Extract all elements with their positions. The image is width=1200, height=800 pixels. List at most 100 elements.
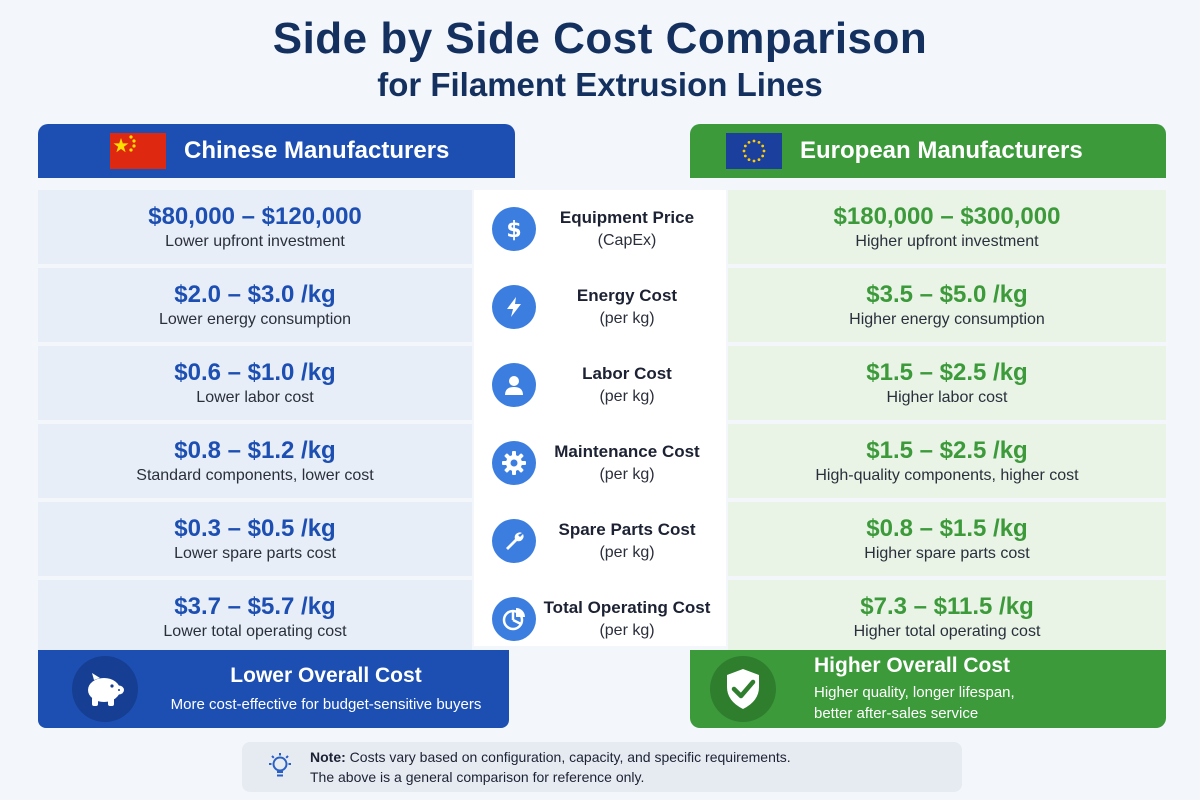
piggy-bank-icon	[72, 656, 138, 722]
cost-range: $0.6 – $1.0 /kg	[174, 359, 336, 386]
metric-label: Equipment Price	[559, 208, 695, 227]
cost-description: Higher labor cost	[886, 389, 1008, 406]
note-box: Note: Costs vary based on configuration,…	[242, 742, 962, 792]
cost-range: $2.0 – $3.0 /kg	[174, 281, 336, 308]
page-title: Side by Side Cost Comparison	[272, 14, 928, 63]
chinese-cost-row: $0.8 – $1.2 /kg Standard components, low…	[38, 424, 472, 498]
cost-description: Lower labor cost	[196, 389, 314, 406]
eu-flag-star	[757, 140, 761, 144]
european-summary-box: Higher Overall Cost Higher quality, long…	[690, 650, 1166, 728]
eu-flag-icon	[726, 133, 782, 169]
pie-chart-icon	[492, 597, 536, 641]
eu-flag-star	[747, 140, 751, 144]
summary-title: Higher Overall Cost	[814, 654, 1011, 677]
eu-flag-star	[742, 149, 746, 153]
metric-item: Maintenance Cost (per kg)	[474, 424, 726, 502]
cost-range: $180,000 – $300,000	[833, 203, 1061, 230]
metric-label: Energy Cost	[576, 286, 678, 305]
cost-description: Lower total operating cost	[163, 623, 347, 640]
eu-flag-star	[743, 144, 747, 148]
metric-item: Energy Cost (per kg)	[474, 268, 726, 346]
cost-description: Lower upfront investment	[165, 233, 345, 250]
metric-sublabel: (per kg)	[599, 622, 655, 639]
dollar-icon: $	[492, 207, 536, 251]
summary-description: Higher quality, longer lifespan, better …	[814, 682, 1015, 724]
cost-metric-column: $ Equipment Price (CapEx) Energy Cost (p…	[474, 190, 726, 646]
cost-description: Higher upfront investment	[855, 233, 1039, 250]
chinese-manufacturers-header: Chinese Manufacturers	[38, 124, 515, 178]
metric-sublabel: (per kg)	[599, 544, 655, 561]
cost-description: Standard components, lower cost	[136, 467, 374, 484]
metric-item: $ Equipment Price (CapEx)	[474, 190, 726, 268]
eu-flag-star	[752, 159, 756, 163]
cost-description: Higher energy consumption	[849, 311, 1045, 328]
cost-range: $3.7 – $5.7 /kg	[174, 593, 336, 620]
cost-description: High-quality components, higher cost	[815, 467, 1079, 484]
summary-description: More cost-effective for budget-sensitive…	[170, 695, 482, 713]
lightbulb-icon	[266, 752, 294, 782]
european-cost-row: $1.5 – $2.5 /kg High-quality components,…	[728, 424, 1166, 498]
summary-title: Lower Overall Cost	[230, 663, 422, 687]
page-subtitle: for Filament Extrusion Lines	[377, 66, 823, 103]
chinese-cost-column: $80,000 – $120,000 Lower upfront investm…	[38, 190, 472, 658]
shield-check-icon	[710, 656, 776, 722]
summary-description-line: better after-sales service	[814, 705, 979, 722]
eu-flag-star	[747, 158, 751, 162]
eu-flag-star	[762, 149, 766, 153]
chinese-manufacturers-title: Chinese Manufacturers	[184, 137, 450, 164]
european-cost-row: $0.8 – $1.5 /kg Higher spare parts cost	[728, 502, 1166, 576]
note-line: The above is a general comparison for re…	[310, 769, 645, 785]
european-cost-row: $180,000 – $300,000 Higher upfront inves…	[728, 190, 1166, 264]
cost-range: $1.5 – $2.5 /kg	[866, 437, 1028, 464]
china-flag-icon	[110, 133, 166, 169]
chinese-cost-row: $2.0 – $3.0 /kg Lower energy consumption	[38, 268, 472, 342]
note-label: Note:	[310, 749, 346, 765]
eu-flag-star	[761, 144, 765, 148]
metric-label: Total Operating Cost	[543, 598, 711, 617]
note-text: Note: Costs vary based on configuration,…	[310, 747, 791, 787]
cost-description: Higher total operating cost	[853, 623, 1041, 640]
cost-range: $3.5 – $5.0 /kg	[866, 281, 1028, 308]
metric-label: Spare Parts Cost	[558, 520, 696, 539]
cost-range: $0.8 – $1.2 /kg	[174, 437, 336, 464]
cost-range: $7.3 – $11.5 /kg	[860, 593, 1034, 620]
european-manufacturers-title: European Manufacturers	[800, 137, 1083, 164]
cost-range: $80,000 – $120,000	[148, 203, 362, 230]
metric-label: Labor Cost	[582, 364, 672, 383]
chinese-cost-row: $0.6 – $1.0 /kg Lower labor cost	[38, 346, 472, 420]
metric-sublabel: (per kg)	[599, 466, 655, 483]
wrench-icon	[492, 519, 536, 563]
lightning-icon	[492, 285, 536, 329]
metric-item: Spare Parts Cost (per kg)	[474, 502, 726, 580]
european-cost-row: $1.5 – $2.5 /kg Higher labor cost	[728, 346, 1166, 420]
chinese-summary-box: Lower Overall Cost More cost-effective f…	[38, 650, 509, 728]
chinese-cost-row: $3.7 – $5.7 /kg Lower total operating co…	[38, 580, 472, 654]
european-cost-row: $7.3 – $11.5 /kg Higher total operating …	[728, 580, 1166, 654]
gear-icon	[492, 441, 536, 485]
metric-sublabel: (CapEx)	[597, 232, 657, 249]
person-icon	[492, 363, 536, 407]
metric-label: Maintenance Cost	[554, 442, 700, 461]
metric-item: Labor Cost (per kg)	[474, 346, 726, 424]
summary-description-line: Higher quality, longer lifespan,	[814, 684, 1015, 701]
european-manufacturers-header: European Manufacturers	[690, 124, 1166, 178]
eu-flag-star	[752, 139, 756, 143]
european-cost-column: $180,000 – $300,000 Higher upfront inves…	[728, 190, 1166, 658]
chinese-cost-row: $0.3 – $0.5 /kg Lower spare parts cost	[38, 502, 472, 576]
cost-range: $0.8 – $1.5 /kg	[866, 515, 1028, 542]
metric-sublabel: (per kg)	[599, 388, 655, 405]
svg-text:$: $	[506, 218, 521, 242]
cost-range: $1.5 – $2.5 /kg	[866, 359, 1028, 386]
eu-flag-star	[761, 154, 765, 158]
note-line: Costs vary based on configuration, capac…	[345, 749, 791, 765]
european-cost-row: $3.5 – $5.0 /kg Higher energy consumptio…	[728, 268, 1166, 342]
cost-range: $0.3 – $0.5 /kg	[174, 515, 336, 542]
cost-description: Lower spare parts cost	[174, 545, 336, 562]
metric-sublabel: (per kg)	[599, 310, 655, 327]
eu-flag-star	[757, 158, 761, 162]
metric-item: Total Operating Cost (per kg)	[474, 580, 726, 658]
eu-flag-star	[743, 154, 747, 158]
chinese-cost-row: $80,000 – $120,000 Lower upfront investm…	[38, 190, 472, 264]
cost-description: Higher spare parts cost	[864, 545, 1030, 562]
cost-description: Lower energy consumption	[158, 311, 352, 328]
